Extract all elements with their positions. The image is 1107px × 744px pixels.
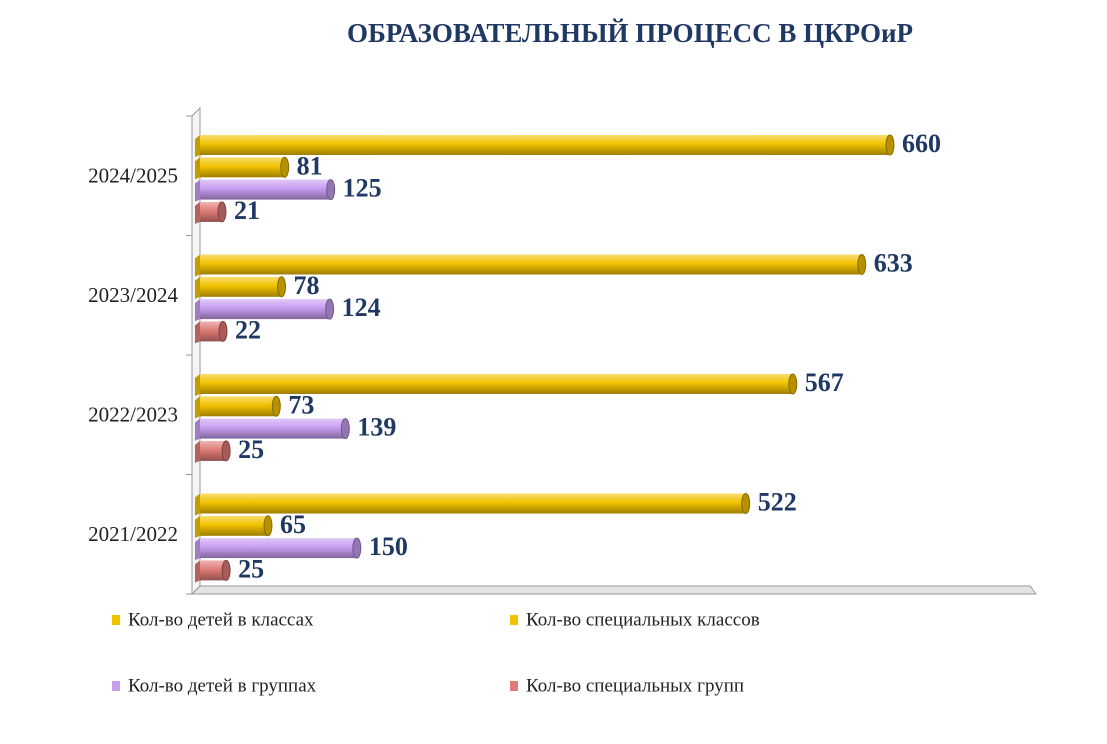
bar bbox=[195, 201, 227, 224]
data-label: 124 bbox=[342, 293, 381, 322]
bar bbox=[195, 179, 336, 202]
bar bbox=[195, 134, 895, 157]
data-label: 65 bbox=[280, 510, 306, 539]
legend-label: Кол-во детей в группах bbox=[128, 675, 317, 696]
data-label: 522 bbox=[758, 487, 797, 516]
bar bbox=[195, 537, 362, 561]
chart-axes bbox=[186, 106, 1037, 596]
legend-item: Кол-во специальных классов bbox=[510, 609, 760, 630]
legend-item: Кол-во специальных групп bbox=[510, 675, 744, 696]
bar bbox=[195, 156, 290, 180]
data-label: 139 bbox=[357, 413, 396, 442]
data-label: 78 bbox=[294, 271, 320, 300]
data-label: 22 bbox=[235, 315, 261, 344]
labels-group: 2024/2025 660 81 125 21 2023/2024 633 78 124 22 20… bbox=[88, 129, 941, 583]
legend-item: Кол-во детей в классах bbox=[112, 609, 314, 630]
data-label: 25 bbox=[238, 435, 264, 464]
category-label: 2024/2025 bbox=[88, 164, 178, 188]
legend-label: Кол-во детей в классах bbox=[128, 609, 314, 630]
bar bbox=[195, 298, 335, 322]
category-label: 2021/2022 bbox=[88, 522, 178, 546]
legend-swatch bbox=[112, 615, 120, 625]
bar bbox=[195, 373, 798, 396]
legend-swatch bbox=[510, 615, 518, 625]
bar bbox=[195, 395, 281, 419]
data-label: 567 bbox=[805, 368, 844, 397]
data-label: 125 bbox=[343, 174, 382, 203]
bar bbox=[195, 276, 287, 299]
axis-floor bbox=[190, 585, 1037, 595]
bar bbox=[195, 515, 273, 538]
data-label: 21 bbox=[234, 196, 260, 225]
bar bbox=[195, 418, 350, 441]
legend-label: Кол-во специальных классов bbox=[526, 609, 760, 630]
category-label: 2022/2023 bbox=[88, 403, 178, 427]
legend-item: Кол-во детей в группах bbox=[112, 675, 317, 696]
legend-swatch bbox=[112, 681, 120, 691]
data-label: 81 bbox=[297, 151, 323, 180]
data-label: 73 bbox=[288, 390, 314, 419]
data-label: 633 bbox=[874, 248, 913, 277]
bar bbox=[195, 254, 867, 277]
bars-group bbox=[195, 134, 895, 583]
legend-swatch bbox=[510, 681, 518, 691]
bar bbox=[195, 320, 228, 344]
data-label: 25 bbox=[238, 554, 264, 583]
data-label: 150 bbox=[369, 532, 408, 561]
bar bbox=[195, 440, 231, 463]
legend: Кол-во детей в классах Кол-во специальных… bbox=[112, 609, 760, 696]
bar bbox=[195, 559, 231, 583]
chart-title: ОБРАЗОВАТЕЛЬНЫЙ ПРОЦЕСС В ЦКРОиР bbox=[346, 18, 914, 48]
bar bbox=[195, 493, 751, 516]
legend-label: Кол-во специальных групп bbox=[526, 675, 744, 696]
data-label: 660 bbox=[902, 129, 941, 158]
category-label: 2023/2024 bbox=[88, 283, 178, 307]
